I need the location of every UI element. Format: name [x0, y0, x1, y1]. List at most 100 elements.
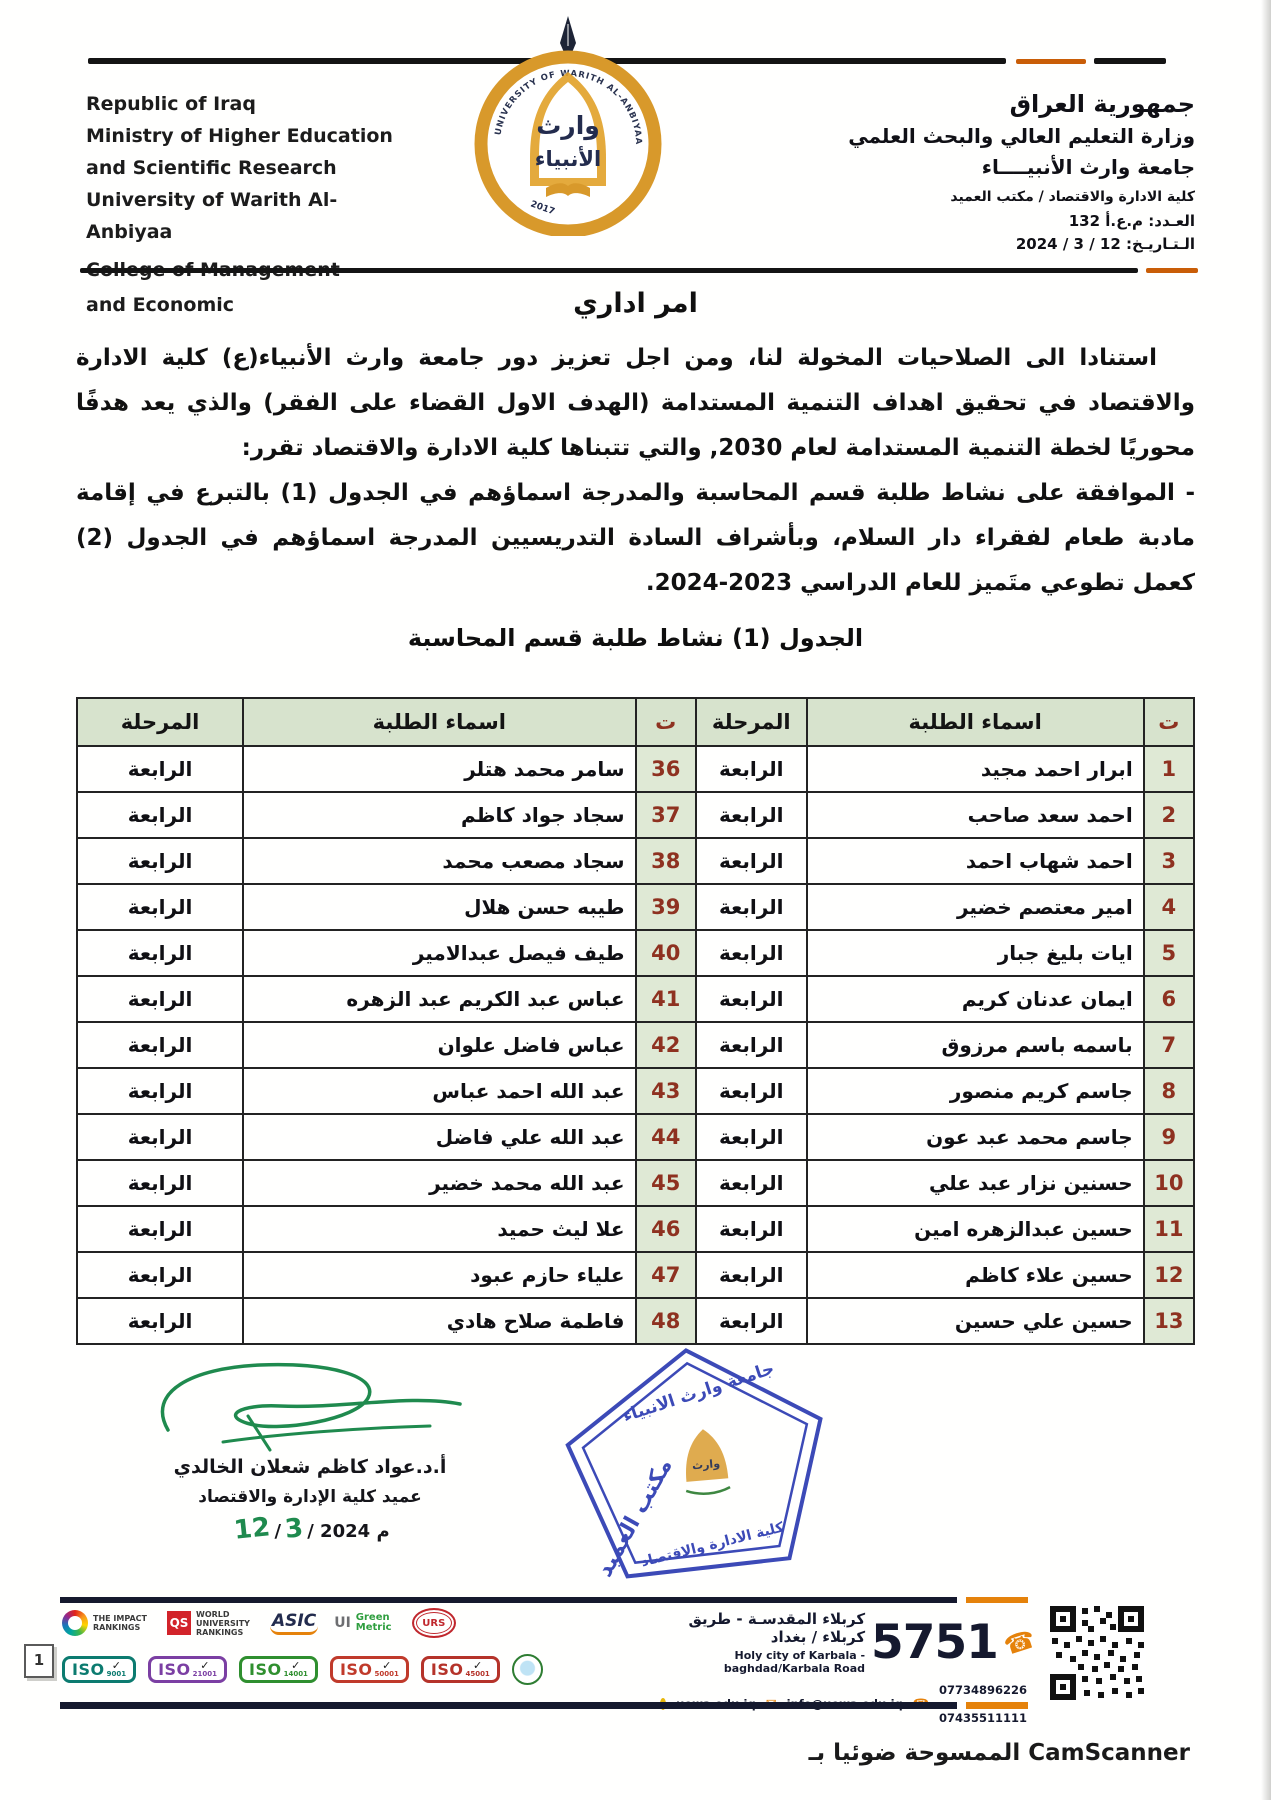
stage-cell: الرابعة [75, 791, 245, 839]
ui-label: UI [334, 1615, 351, 1631]
iso-label: ISO [249, 1660, 282, 1679]
logo-name-line1: وارث [536, 111, 600, 141]
row-number-cell: 4 [1142, 883, 1196, 931]
footer-bottom-rule-orange [966, 1702, 1028, 1709]
check-icon: ✓ [291, 1658, 301, 1672]
student-name-cell: حسين عبدالزهره امين [805, 1205, 1145, 1253]
row-number-cell: 40 [634, 929, 697, 977]
stage-cell: الرابعة [75, 1067, 245, 1115]
table-row: 8 جاسم كريم منصور الرابعة 43 عبد الله احمد ع… [75, 1067, 1196, 1115]
urs-logo: URS [411, 1608, 456, 1638]
address-block: كربلاء المقدسـة - طريق كربلاء / بغداد Ho… [660, 1610, 866, 1675]
iso-number: 50001 [374, 1669, 399, 1678]
header-line-country: Republic of Iraq [86, 93, 256, 115]
stage-cell: الرابعة [75, 1021, 245, 1069]
printed-year: / 2024 م [307, 1521, 390, 1542]
table-row: 9 جاسم محمد عبد عون الرابعة 44 عبد الله علي … [75, 1113, 1196, 1161]
header-line-university: University of Warith Al-Anbiyaa [86, 189, 338, 243]
student-name-cell: علا ليث حميد [242, 1205, 637, 1253]
row-number-cell: 12 [1142, 1251, 1196, 1299]
iso-number: 14001 [283, 1669, 308, 1678]
student-name-cell: علياء حازم عبود [242, 1251, 637, 1299]
row-number-cell: 41 [634, 975, 697, 1023]
paragraph-2: - الموافقة على نشاط طلبة قسم المحاسبة وا… [76, 480, 1195, 596]
table-row: 10 حسنين نزار عبد علي الرابعة 45 عبد الله مح… [75, 1159, 1196, 1207]
table-row: 13 حسين علي حسين الرابعة 48 فاطمة صلاح هادي ا… [75, 1297, 1196, 1345]
stage-cell: الرابعة [694, 1297, 808, 1345]
stage-cell: الرابعة [75, 837, 245, 885]
check-icon: ✓ [473, 1658, 483, 1672]
row-number-cell: 10 [1142, 1159, 1196, 1207]
stage-cell: الرابعة [694, 1113, 808, 1161]
footer-top-rule-orange [966, 1597, 1028, 1603]
table-row: 3 احمد شهاب احمد الرابعة 38 سجاد مصعب محمد ال… [75, 837, 1196, 885]
table-row: 2 احمد سعد صاحب الرابعة 37 سجاد جواد كاظم الر… [75, 791, 1196, 839]
iso-badges: ISO ✓ 9001 ISO ✓ 21001 ISO ✓ 14001 ISO ✓ 50001 ISO ✓ 4… [62, 1654, 642, 1685]
student-name-cell: حسنين نزار عبد علي [805, 1159, 1145, 1207]
row-number-cell: 5 [1142, 929, 1196, 977]
student-name-cell: ايات بليغ جبار [805, 929, 1145, 977]
stage-cell: الرابعة [75, 1251, 245, 1299]
stage-cell: الرابعة [75, 975, 245, 1023]
row-number-cell: 1 [1142, 745, 1196, 793]
table-row: 12 حسين علاء كاظم الرابعة 47 علياء حازم عبود… [75, 1251, 1196, 1299]
student-name-cell: امير معتصم خضير [805, 883, 1145, 931]
ui-greenmetric-logo: UI Green Metric [334, 1613, 396, 1633]
table-row: 6 ايمان عدنان كريم الرابعة 41 عباس عبد الكري… [75, 975, 1196, 1023]
row-number-cell: 2 [1142, 791, 1196, 839]
document-title: امر اداري [573, 288, 698, 319]
col-header-stage-2: المرحلة [75, 697, 245, 747]
university-logo: UNIVERSITY OF WARITH AL-ANBIYAA وارث الأ… [468, 16, 668, 238]
col-header-names: اسماء الطلبة [805, 697, 1145, 747]
iso-badge: ISO ✓ 14001 [239, 1656, 318, 1683]
stage-cell: الرابعة [694, 1021, 808, 1069]
un-crest-icon [511, 1654, 543, 1685]
stage-cell: الرابعة [694, 791, 808, 839]
paragraph-1: استنادا الى الصلاحيات المخولة لنا، ومن ا… [76, 345, 1195, 461]
header-ar-ministry: وزارة التعليم العالي والبحث العلمي [848, 124, 1195, 148]
students-table-body: 1 ابرار احمد مجيد الرابعة 36 سامر محمد هتلر ا… [75, 745, 1196, 1345]
row-number-cell: 45 [634, 1159, 697, 1207]
stage-cell: الرابعة [75, 745, 245, 793]
row-number-cell: 8 [1142, 1067, 1196, 1115]
row-number-cell: 46 [634, 1205, 697, 1253]
subheader-rule-orange [1146, 268, 1198, 273]
iso-badge: ISO ✓ 9001 [62, 1656, 137, 1683]
header-ar-college-office: كلية الادارة والاقتصاد / مكتب العميد [950, 189, 1195, 205]
row-number-cell: 47 [634, 1251, 697, 1299]
header-line-ministry: Ministry of Higher Education [86, 125, 393, 147]
signature-date: 12/3/ 2024 م [150, 1512, 470, 1546]
date-separator: / [274, 1521, 282, 1542]
document-body: استنادا الى الصلاحيات المخولة لنا، ومن ا… [76, 336, 1195, 606]
row-number-cell: 3 [1142, 837, 1196, 885]
rankings-logos-row: THE IMPACT RANKINGS QS WORLD UNIVERSITY … [62, 1608, 622, 1638]
iso-number: 45001 [465, 1669, 490, 1678]
col-header-seq-2: ت [634, 697, 697, 747]
iso-number: 21001 [192, 1669, 217, 1678]
dean-office-stamp: جامعة وارث الانبياء مكتب العميد كلية الا… [545, 1326, 846, 1603]
student-name-cell: عبد الله احمد عباس [242, 1067, 637, 1115]
stage-cell: الرابعة [694, 1067, 808, 1115]
address-arabic: كربلاء المقدسـة - طريق كربلاء / بغداد [688, 1610, 866, 1646]
students-table: ت اسماء الطلبة المرحلة ت اسماء الطلبة ال… [75, 697, 1196, 1345]
greenmetric-label: Green Metric [355, 1612, 392, 1633]
header-rule-orange [1016, 59, 1086, 64]
student-name-cell: جاسم كريم منصور [805, 1067, 1145, 1115]
logo-name-line2: الأنبياء [535, 145, 602, 171]
stage-cell: الرابعة [694, 1251, 808, 1299]
row-number-cell: 36 [634, 745, 697, 793]
check-icon: ✓ [200, 1658, 210, 1672]
dean-title: عميد كلية الإدارة والاقتصاد [198, 1487, 422, 1507]
urs-badge: URS [411, 1608, 456, 1638]
student-name-cell: عباس عبد الكريم عبد الزهره [242, 975, 637, 1023]
col-header-names-2: اسماء الطلبة [242, 697, 637, 747]
header-line-ministry-2: and Scientific Research [86, 157, 337, 179]
short-phone-number: 5751 [871, 1614, 999, 1670]
stage-cell: الرابعة [694, 1205, 808, 1253]
check-icon: ✓ [382, 1658, 392, 1672]
row-number-cell: 7 [1142, 1021, 1196, 1069]
col-header-stage: المرحلة [694, 697, 808, 747]
table-row: 5 ايات بليغ جبار الرابعة 40 طيف فيصل عبدالام… [75, 929, 1196, 977]
header-rule-black-2 [1094, 58, 1166, 64]
